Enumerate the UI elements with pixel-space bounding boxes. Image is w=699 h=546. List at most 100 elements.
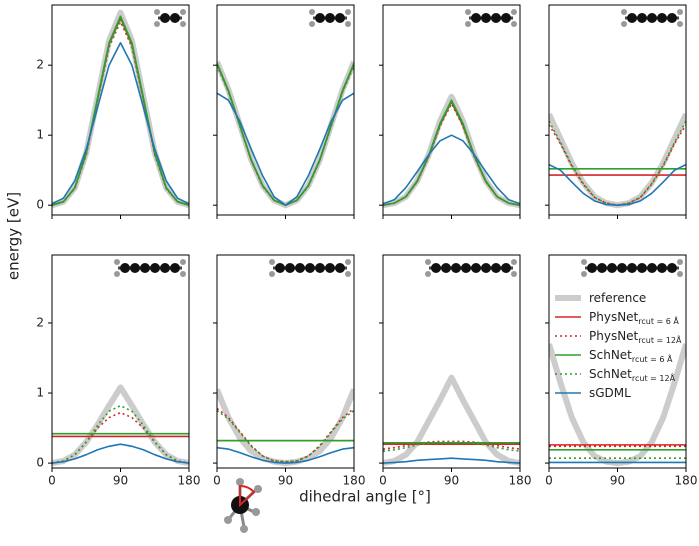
molecule-carbon	[160, 263, 170, 273]
molecule-carbon	[667, 263, 677, 273]
molecule-hydrogen	[511, 259, 517, 265]
series-line	[217, 64, 354, 206]
molecule-carbon	[481, 13, 491, 23]
molecule-carbon	[647, 13, 657, 23]
molecule-carbon	[657, 13, 667, 23]
molecule-hydrogen	[511, 21, 517, 27]
molecule-hydrogen	[581, 271, 587, 277]
molecule-carbon	[325, 13, 335, 23]
x-tick-label: 90	[113, 474, 128, 488]
molecule-carbon	[441, 263, 451, 273]
molecule-carbon	[471, 13, 481, 23]
axes-frame	[382, 254, 521, 469]
series-line	[383, 374, 520, 467]
series-line	[383, 440, 520, 450]
legend-subscript: rcut = 12Å	[638, 334, 682, 345]
molecule-carbon	[481, 263, 491, 273]
y-tick-label: 2	[36, 58, 44, 72]
molecule-hydrogen	[465, 21, 471, 27]
x-tick-label: 180	[178, 474, 201, 488]
series-line	[52, 9, 189, 209]
molecule-hydrogen	[180, 21, 186, 27]
series-line	[52, 42, 189, 205]
molecule-carbon	[285, 263, 295, 273]
panel: 0 1 2 0 90 180	[36, 254, 201, 488]
molecule-carbon	[120, 263, 130, 273]
plot-area	[549, 112, 686, 209]
legend-label: PhysNetrcut = 12Å	[589, 329, 682, 345]
molecule-carbon	[335, 13, 345, 23]
molecule-hydrogen	[677, 9, 683, 15]
plot-area	[217, 60, 354, 209]
dihedral-icon	[224, 478, 262, 533]
legend-name: PhysNet	[589, 329, 639, 343]
molecule-hydrogen	[677, 21, 683, 27]
legend-label: sGDML	[589, 386, 631, 400]
molecule-hydrogen	[114, 259, 120, 265]
molecule-carbon	[315, 263, 325, 273]
legend-name: PhysNet	[589, 310, 639, 324]
series-line	[52, 443, 189, 464]
molecule-hydrogen	[345, 259, 351, 265]
plot-area	[383, 374, 520, 467]
molecule-hydrogen	[621, 21, 627, 27]
legend-label: SchNetrcut = 6 Å	[589, 348, 673, 364]
series-line	[52, 18, 189, 206]
x-tick-label: 90	[278, 474, 293, 488]
series-line	[52, 16, 189, 206]
panel: 0 90 180	[213, 254, 365, 488]
legend-subscript: rcut = 6 Å	[632, 353, 673, 364]
molecule-carbon	[150, 263, 160, 273]
molecule-hydrogen	[677, 271, 683, 277]
x-tick-label: 0	[379, 474, 387, 488]
series-line	[217, 409, 354, 463]
molecule-carbon	[647, 263, 657, 273]
molecule-carbon	[491, 13, 501, 23]
plot-area	[549, 343, 686, 467]
x-tick-label: 0	[48, 474, 56, 488]
molecule-carbon	[140, 263, 150, 273]
molecule-hydrogen	[309, 21, 315, 27]
axes-frame	[382, 4, 521, 216]
molecule-carbon	[491, 263, 501, 273]
x-tick-label: 0	[545, 474, 553, 488]
x-tick-label: 90	[610, 474, 625, 488]
legend-label: reference	[589, 291, 646, 305]
x-tick-label: 90	[444, 474, 459, 488]
molecule-carbon	[170, 13, 180, 23]
molecule-hydrogen	[180, 271, 186, 277]
molecule-hydrogen	[465, 9, 471, 15]
molecule-carbon	[325, 263, 335, 273]
series-line	[52, 384, 189, 467]
molecule-hydrogen	[154, 9, 160, 15]
series-line	[217, 60, 354, 209]
molecule-hydrogen	[114, 271, 120, 277]
series-line	[383, 441, 520, 452]
molecule-carbon	[501, 263, 511, 273]
molecule-hydrogen	[621, 9, 627, 15]
plot-area	[217, 388, 354, 467]
series-line	[217, 62, 354, 206]
molecule-hydrogen	[425, 271, 431, 277]
series-line	[217, 446, 354, 464]
y-tick-label: 0	[36, 198, 44, 212]
panel	[379, 4, 521, 219]
legend-subscript: rcut = 6 Å	[638, 315, 679, 326]
molecule-hydrogen	[345, 271, 351, 277]
y-tick-label: 1	[36, 386, 44, 400]
x-axis-label: dihedral angle [°]	[299, 488, 431, 506]
molecule-carbon	[305, 263, 315, 273]
series-line	[217, 63, 354, 206]
x-tick-label: 180	[509, 474, 532, 488]
molecule-carbon	[597, 263, 607, 273]
molecule-carbon	[587, 263, 597, 273]
molecule-carbon	[637, 263, 647, 273]
y-tick-label: 0	[36, 456, 44, 470]
y-tick-label: 1	[36, 128, 44, 142]
molecule-hydrogen	[511, 271, 517, 277]
series-line	[52, 21, 189, 206]
series-line	[217, 92, 354, 206]
series-line	[383, 101, 520, 206]
molecule-hydrogen	[309, 9, 315, 15]
